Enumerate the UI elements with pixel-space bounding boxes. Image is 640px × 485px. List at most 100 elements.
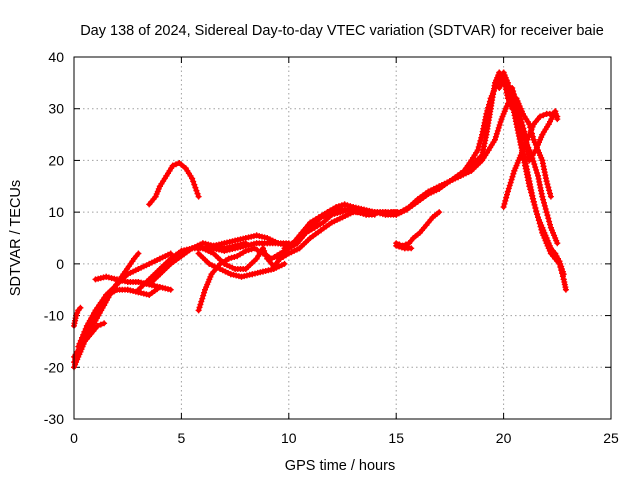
- data-point: [216, 241, 222, 248]
- data-point: [515, 112, 522, 119]
- data-point: [351, 208, 358, 215]
- data-point: [210, 242, 217, 249]
- data-point: [537, 113, 544, 120]
- data-point: [528, 189, 535, 196]
- y-axis-label: SDTVAR / TECUs: [8, 180, 24, 296]
- data-point: [225, 269, 232, 276]
- data-point: [206, 260, 213, 267]
- data-point: [501, 200, 508, 207]
- data-point: [546, 218, 553, 225]
- plot-border: [73, 56, 612, 420]
- data-point: [237, 236, 244, 243]
- data-point: [484, 107, 491, 114]
- data-point: [156, 284, 163, 291]
- data-point: [190, 178, 197, 185]
- data-point: [278, 262, 285, 269]
- data-point: [331, 210, 338, 217]
- data-point: [232, 237, 239, 244]
- data-point: [146, 260, 153, 267]
- data-point: [288, 249, 295, 256]
- data-point: [194, 242, 201, 249]
- x-tick-label: 5: [178, 430, 186, 446]
- data-point: [539, 193, 546, 200]
- data-point: [211, 263, 218, 270]
- data-point: [253, 232, 260, 239]
- data-point: [510, 170, 517, 177]
- data-point: [527, 124, 534, 131]
- data-point: [75, 343, 82, 350]
- data-point: [339, 214, 346, 221]
- data-point: [509, 85, 516, 91]
- data-point: [334, 216, 341, 223]
- data-point: [194, 190, 201, 197]
- data-point: [199, 245, 206, 252]
- data-point: [494, 127, 501, 134]
- data-point: [478, 134, 485, 141]
- y-tick-label: 20: [48, 152, 64, 168]
- data-point: [97, 275, 104, 282]
- data-point: [130, 268, 137, 275]
- data-point: [480, 146, 487, 153]
- data-point: [228, 254, 235, 261]
- data-point: [526, 183, 533, 190]
- data-point: [398, 209, 405, 216]
- data-point: [348, 207, 355, 214]
- data-point: [344, 202, 351, 209]
- data-point: [135, 250, 142, 257]
- data-point: [540, 112, 547, 119]
- data-point: [544, 212, 551, 219]
- data-point: [231, 254, 238, 260]
- x-tick-label: 25: [603, 430, 619, 446]
- data-point: [436, 209, 443, 216]
- data-point: [529, 192, 535, 199]
- data-point: [245, 234, 252, 241]
- data-point: [173, 161, 179, 168]
- data-point: [486, 101, 492, 108]
- data-point: [154, 257, 161, 263]
- data-point: [124, 271, 131, 278]
- data-point: [492, 133, 499, 140]
- data-point: [554, 116, 561, 123]
- data-point: [276, 263, 283, 270]
- data-point: [143, 262, 150, 269]
- data-point: [333, 204, 340, 210]
- data-point: [485, 104, 492, 111]
- series-track-i: [146, 160, 202, 208]
- data-point: [226, 238, 233, 245]
- data-point: [201, 289, 208, 296]
- data-point: [512, 97, 519, 104]
- data-point: [526, 121, 533, 128]
- data-point: [262, 268, 269, 274]
- y-tick-label: -20: [44, 359, 64, 375]
- grid: [74, 57, 611, 419]
- data-point: [341, 201, 348, 208]
- data-point: [393, 211, 400, 218]
- data-point: [528, 127, 535, 134]
- data-point: [547, 221, 553, 228]
- data-point: [167, 286, 174, 293]
- data-point: [264, 235, 271, 241]
- data-point: [222, 268, 229, 275]
- y-tick-label: -10: [44, 308, 64, 324]
- series-track-h: [146, 240, 249, 288]
- data-point: [515, 133, 522, 139]
- data-point: [197, 241, 204, 248]
- data-point: [191, 244, 198, 251]
- data-point: [504, 188, 511, 195]
- data-point: [77, 337, 84, 344]
- tick-marks: [73, 56, 612, 420]
- data-point: [225, 255, 232, 262]
- y-tick-label: 30: [48, 101, 64, 117]
- data-point: [224, 262, 230, 269]
- data-point: [529, 195, 536, 202]
- data-point: [541, 202, 548, 209]
- data-point: [408, 245, 415, 252]
- data-point: [72, 356, 79, 363]
- data-point: [192, 184, 199, 191]
- data-point: [219, 267, 226, 274]
- data-point: [336, 215, 343, 222]
- data-point: [169, 162, 176, 169]
- data-point: [130, 288, 137, 294]
